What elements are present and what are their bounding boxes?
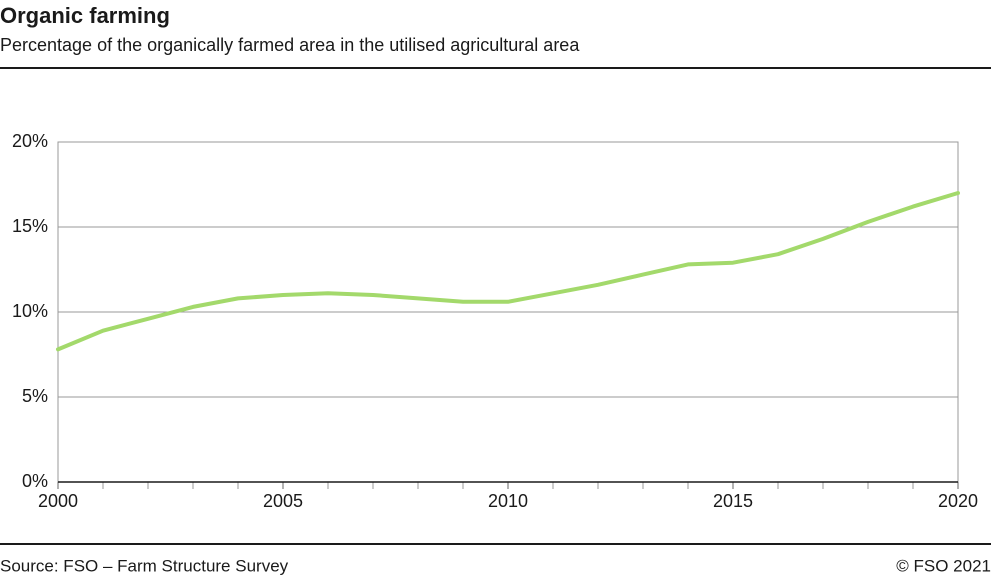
data-line (56, 191, 960, 352)
x-tick-label: 2020 (938, 491, 978, 511)
plot-area: 0% 5% 10% 15% 20% 2000 2005 2010 2015 2020 (12, 131, 978, 511)
y-tick-label: 0% (22, 471, 48, 491)
source: Source: FSO – Farm Structure Survey (0, 556, 289, 575)
y-tick-label: 20% (12, 131, 48, 151)
x-tick-label: 2000 (38, 491, 78, 511)
x-tick-label: 2005 (263, 491, 303, 511)
copyright: © FSO 2021 (896, 556, 991, 575)
y-tick-label: 10% (12, 301, 48, 321)
chart-subtitle: Percentage of the organically farmed are… (0, 35, 580, 55)
x-tick-label: 2010 (488, 491, 528, 511)
y-tick-label: 15% (12, 216, 48, 236)
chart-title: Organic farming (0, 3, 170, 28)
y-tick-label: 5% (22, 386, 48, 406)
x-tick-label: 2015 (713, 491, 753, 511)
